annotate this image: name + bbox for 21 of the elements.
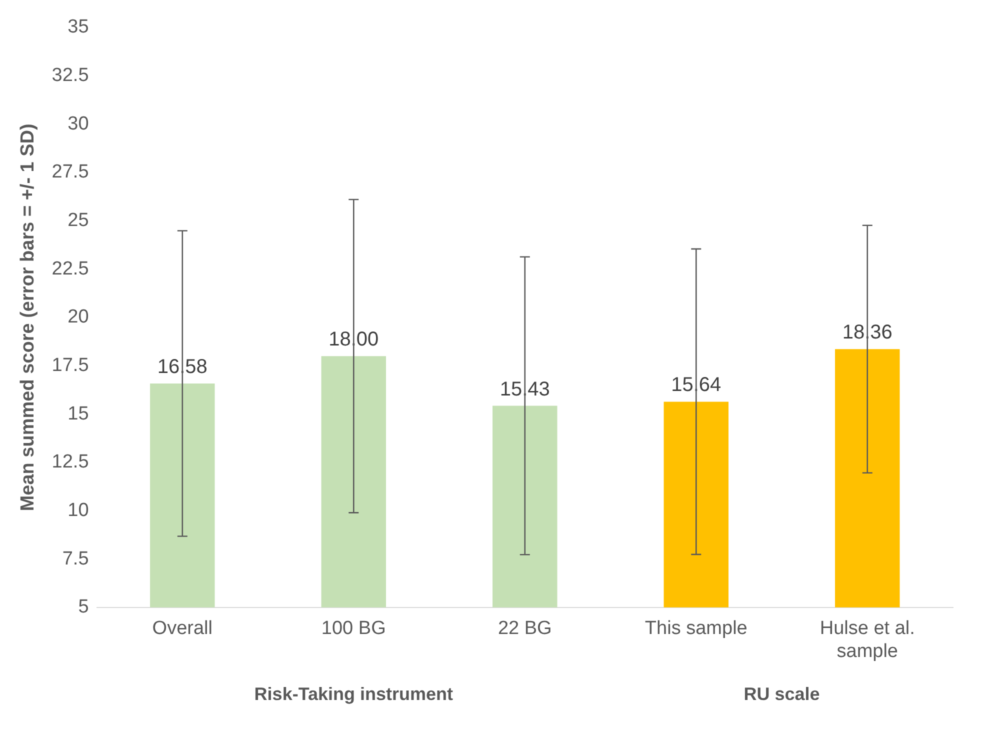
y-tick-label: 12.5	[52, 452, 89, 473]
x-tick-label: Hulse et al. sample	[820, 618, 915, 662]
x-tick-label: This sample	[644, 618, 748, 640]
y-tick-label: 20	[68, 306, 89, 328]
y-tick-label: 15	[68, 403, 89, 424]
x-tick-label: 22 BG	[498, 618, 552, 640]
y-tick-label: 25	[68, 210, 89, 231]
y-tick-label: 10	[68, 500, 89, 521]
y-tick-label: 7.5	[62, 548, 89, 570]
x-tick-label: Overall	[152, 618, 212, 640]
y-tick-label: 27.5	[52, 162, 89, 183]
text: Risk-Taking instrument	[254, 684, 453, 704]
y-tick-label: 30	[68, 113, 89, 134]
y-tick-label: 17.5	[52, 354, 89, 376]
y-tick-label: 5	[78, 596, 89, 618]
y-tick-label: 32.5	[52, 64, 89, 86]
y-tick-label: 22.5	[52, 258, 89, 280]
x-tick-label: 100 BG	[321, 618, 386, 640]
text: RU scale	[744, 684, 820, 704]
y-tick-label: 35	[68, 16, 89, 38]
y-axis-title: Mean summed score (error bars = +/- 1 SD)	[18, 124, 39, 512]
